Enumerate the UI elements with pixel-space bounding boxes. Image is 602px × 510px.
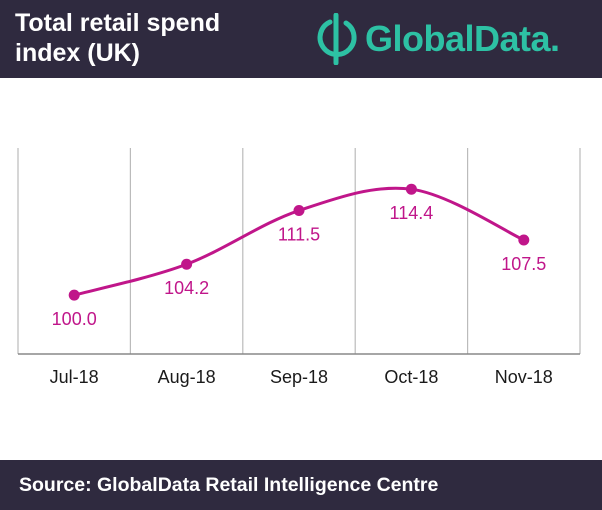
header-bar: Total retail spend index (UK) GlobalData…	[0, 0, 602, 78]
data-point	[405, 183, 417, 195]
chart-title-line-2: index (UK)	[15, 39, 140, 67]
x-tick-label: Nov-18	[495, 367, 553, 387]
chart-title-line-1: Total retail spend	[15, 9, 221, 37]
data-label: 100.0	[52, 309, 97, 329]
data-label: 107.5	[501, 254, 546, 274]
data-label: 111.5	[278, 225, 320, 245]
data-label: 104.2	[164, 278, 209, 298]
x-tick-label: Jul-18	[50, 367, 99, 387]
globaldata-logo: GlobalData.	[365, 18, 560, 59]
data-point	[293, 205, 305, 217]
data-point	[181, 258, 193, 270]
source-text: Source: GlobalData Retail Intelligence C…	[19, 474, 439, 496]
data-label: 114.4	[390, 203, 434, 223]
x-tick-label: Aug-18	[158, 367, 216, 387]
globaldata-logo-icon	[317, 13, 357, 65]
chart-plot: Jul-18 Aug-18 Sep-18 Oct-18 Nov-18 100.0 104.2…	[17, 148, 581, 387]
x-tick-label: Sep-18	[270, 367, 328, 387]
data-point	[68, 289, 80, 301]
data-point	[518, 234, 530, 246]
footer-bar: Source: GlobalData Retail Intelligence C…	[0, 460, 602, 510]
line-chart: Jul-18 Aug-18 Sep-18 Oct-18 Nov-18 100.0 104.2…	[0, 78, 602, 460]
x-tick-label: Oct-18	[384, 367, 438, 387]
